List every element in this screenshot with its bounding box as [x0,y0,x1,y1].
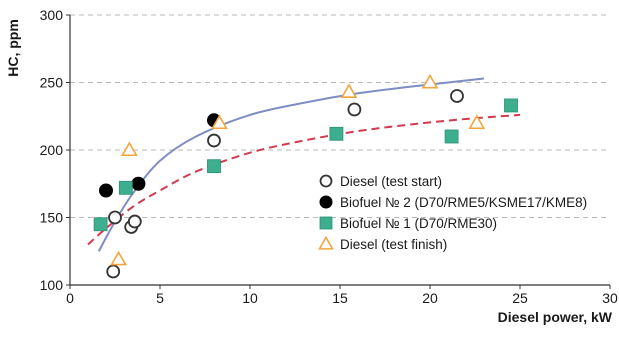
legend-label-biofuel-2: Biofuel № 2 (D70/RME5/KSME17/KME8) [340,195,587,210]
point-diesel-finish [421,73,439,89]
point-biofuel-2 [131,176,146,191]
x-tick-label: 15 [332,290,348,306]
point-diesel-finish [211,114,228,130]
y-tick-label: 300 [40,7,64,23]
x-tick-label: 30 [602,290,618,306]
point-diesel-start [127,214,142,229]
legend-marker-diesel-start [319,174,333,188]
axes [66,14,611,289]
x-tick-label: 5 [156,290,164,306]
legend-item-diesel-finish: Diesel (test finish) [318,235,447,252]
point-diesel-start [207,133,221,148]
tick-labels: 100 150 200 250 300 0 5 10 15 20 25 30 [40,7,618,306]
point-biofuel-2 [99,183,113,198]
x-tick-label: 20 [422,290,438,306]
legend-marker-biofuel-2 [319,195,333,209]
y-tick-label: 150 [40,210,64,226]
data-points [93,73,518,279]
legend-item-diesel-start: Diesel (test start) [319,174,442,189]
legend-marker-biofuel-1 [319,216,333,230]
legend-item-biofuel-1: Biofuel № 1 (D70/RME30) [319,216,497,231]
trend-line-dashed [87,113,521,246]
point-biofuel-1 [504,98,518,113]
x-tick-label: 0 [66,290,74,306]
y-tick-label: 250 [40,75,64,91]
legend: Diesel (test start) Biofuel № 2 (D70/RME5… [318,174,587,252]
y-axis-label: HC, ppm [5,19,21,77]
point-diesel-finish [468,114,486,130]
point-diesel-start [450,89,464,103]
legend-label-biofuel-1: Biofuel № 1 (D70/RME30) [340,216,497,231]
legend-marker-diesel-finish [318,235,334,250]
point-diesel-start [108,210,122,225]
point-diesel-finish [340,83,358,98]
point-diesel-finish [110,250,127,266]
point-biofuel-1 [444,129,459,144]
legend-item-biofuel-2: Biofuel № 2 (D70/RME5/KSME17/KME8) [319,195,587,210]
point-biofuel-1 [118,180,133,195]
x-tick-label: 10 [242,290,258,306]
x-tick-label: 25 [512,290,528,306]
point-diesel-finish [121,141,138,157]
point-biofuel-1 [93,217,108,232]
grid-lines [70,14,610,218]
point-diesel-start [106,264,121,279]
point-biofuel-1 [329,126,344,141]
legend-label-diesel-start: Diesel (test start) [340,174,442,189]
y-tick-label: 200 [40,142,64,158]
point-diesel-start [347,102,362,117]
y-tick-label: 100 [40,277,64,293]
legend-label-diesel-finish: Diesel (test finish) [340,237,447,252]
point-biofuel-1 [207,159,221,174]
x-axis-label: Diesel power, kW [498,309,613,325]
